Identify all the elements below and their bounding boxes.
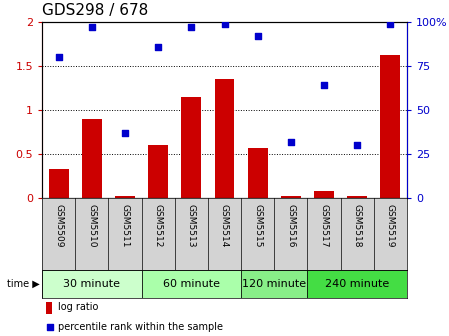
Text: GSM5517: GSM5517 <box>320 204 329 247</box>
Text: GSM5510: GSM5510 <box>87 204 96 247</box>
Point <box>287 139 295 144</box>
Text: GSM5515: GSM5515 <box>253 204 262 247</box>
Bar <box>248 148 268 198</box>
Bar <box>148 145 168 198</box>
Text: GDS298 / 678: GDS298 / 678 <box>42 3 148 18</box>
Bar <box>42 270 141 298</box>
Bar <box>82 119 102 198</box>
Bar <box>314 191 334 198</box>
Text: 60 minute: 60 minute <box>163 279 220 289</box>
Point <box>221 21 228 27</box>
Bar <box>46 302 52 313</box>
Text: time ▶: time ▶ <box>7 279 40 289</box>
Bar <box>308 270 407 298</box>
Bar <box>215 79 234 198</box>
Point <box>254 33 261 39</box>
Point <box>88 25 95 30</box>
Point <box>321 83 328 88</box>
Text: GSM5509: GSM5509 <box>54 204 63 247</box>
Bar <box>347 196 367 198</box>
Bar <box>181 97 201 198</box>
Bar <box>281 196 301 198</box>
Bar <box>241 270 308 298</box>
Point <box>154 44 162 49</box>
Bar <box>141 270 241 298</box>
Point <box>55 54 62 60</box>
Point <box>188 25 195 30</box>
Bar <box>48 169 69 198</box>
Text: GSM5518: GSM5518 <box>353 204 362 247</box>
Text: GSM5513: GSM5513 <box>187 204 196 247</box>
Text: GSM5512: GSM5512 <box>154 204 163 247</box>
Bar <box>380 55 401 198</box>
Text: 120 minute: 120 minute <box>242 279 306 289</box>
Text: GSM5519: GSM5519 <box>386 204 395 247</box>
Text: GSM5516: GSM5516 <box>286 204 295 247</box>
Text: log ratio: log ratio <box>58 302 99 312</box>
Text: GSM5511: GSM5511 <box>120 204 129 247</box>
Text: 240 minute: 240 minute <box>325 279 389 289</box>
Point <box>46 324 53 329</box>
Text: percentile rank within the sample: percentile rank within the sample <box>58 322 224 332</box>
Point <box>387 21 394 27</box>
Text: 30 minute: 30 minute <box>63 279 120 289</box>
Text: GSM5514: GSM5514 <box>220 204 229 247</box>
Point <box>354 142 361 148</box>
Bar <box>115 196 135 198</box>
Point <box>121 130 128 135</box>
